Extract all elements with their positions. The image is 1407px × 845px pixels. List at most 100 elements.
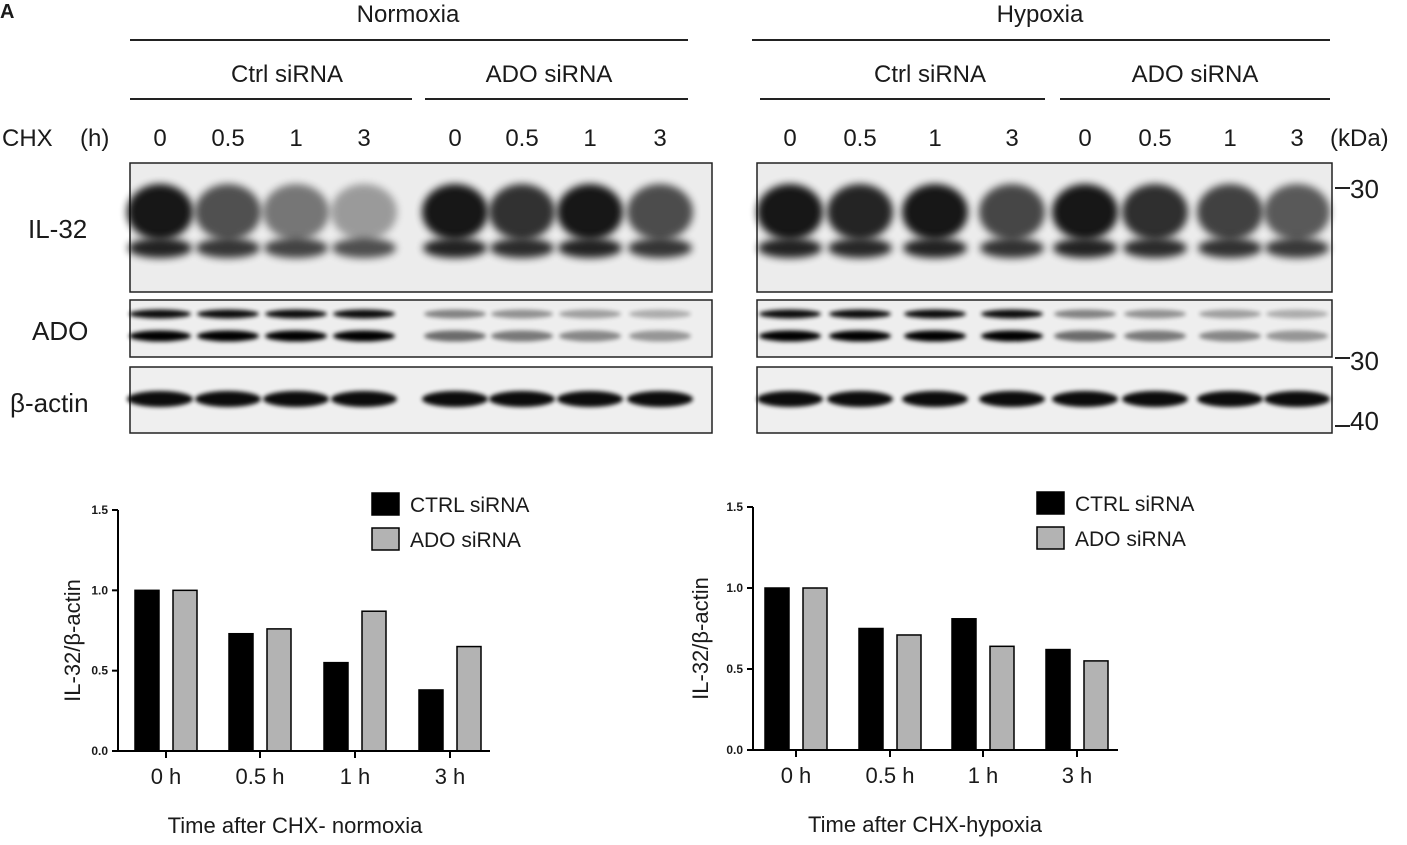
il32-band xyxy=(1122,184,1188,240)
il32-band-lower xyxy=(1198,238,1262,258)
y-axis-label: IL-32/β-actin xyxy=(688,577,713,700)
row-label-beta-actin: β-actin xyxy=(10,388,89,418)
bar-ctrl-sirna xyxy=(764,587,790,751)
ado-band-lower xyxy=(491,330,553,342)
ado-band-upper xyxy=(333,309,395,319)
il32-band-lower xyxy=(264,238,328,258)
ado-band-upper xyxy=(1124,309,1186,319)
timepoint-label: 1 xyxy=(1223,125,1236,152)
ado-band-lower xyxy=(333,330,395,342)
il32-band-lower xyxy=(828,238,892,258)
bar-ctrl-sirna xyxy=(858,627,884,751)
condition-normoxia: Normoxia xyxy=(357,1,460,28)
actin-band xyxy=(627,391,693,407)
group-ado-hypoxia: ADO siRNA xyxy=(1132,61,1259,88)
timepoint-label: 0 xyxy=(153,125,166,152)
legend-label: ADO siRNA xyxy=(1075,528,1186,551)
bar-ado-sirna xyxy=(989,645,1015,751)
y-tick-label: 1.0 xyxy=(91,583,108,597)
kda-label: (kDa) xyxy=(1330,125,1389,152)
chx-label: CHX xyxy=(2,125,53,152)
ado-band-upper xyxy=(265,309,327,319)
chx-unit: (h) xyxy=(80,125,109,152)
ado-band-lower xyxy=(829,330,891,342)
timepoint-label: 1 xyxy=(289,125,302,152)
actin-band xyxy=(827,391,893,407)
actin-band xyxy=(489,391,555,407)
ado-band-lower xyxy=(629,330,691,342)
il32-band xyxy=(263,184,329,240)
il32-band-lower xyxy=(903,238,967,258)
il32-band xyxy=(127,184,193,240)
y-tick-label: 1.0 xyxy=(726,581,743,595)
il32-band xyxy=(627,184,693,240)
normoxia-blot xyxy=(127,162,713,434)
ado-band-upper xyxy=(759,309,821,319)
timepoint-label: 3 xyxy=(1290,125,1303,152)
il32-band xyxy=(1052,184,1118,240)
hypoxia-blot xyxy=(756,162,1333,434)
y-tick-label: 0.0 xyxy=(726,743,743,757)
bar-ado-sirna xyxy=(266,628,292,752)
bar-ado-sirna xyxy=(456,645,482,752)
y-tick-label: 0.0 xyxy=(91,744,108,758)
il32-band xyxy=(827,184,893,240)
bar-ctrl-sirna xyxy=(228,632,254,752)
il32-band-lower xyxy=(758,238,822,258)
ado-band-lower xyxy=(1054,330,1116,342)
legend-swatch xyxy=(371,492,400,516)
ado-band-upper xyxy=(629,309,691,319)
marker-30-ado: 30 xyxy=(1350,346,1379,376)
il32-band-lower xyxy=(1265,238,1329,258)
timepoint-label: 3 xyxy=(653,125,666,152)
ado-band-upper xyxy=(129,309,191,319)
x-tick-label: 3 h xyxy=(435,764,466,789)
y-tick-label: 0.5 xyxy=(726,662,743,676)
timepoint-label: 0 xyxy=(448,125,461,152)
il32-band xyxy=(422,184,488,240)
condition-hypoxia: Hypoxia xyxy=(997,1,1084,28)
legend-label: CTRL siRNA xyxy=(410,494,529,517)
actin-band xyxy=(757,391,823,407)
timepoint-label: 0.5 xyxy=(505,125,538,152)
ado-band-lower xyxy=(981,330,1043,342)
ado-band-lower xyxy=(129,330,191,342)
ado-blot-panel xyxy=(129,299,713,358)
il32-band-lower xyxy=(628,238,692,258)
actin-band xyxy=(1197,391,1263,407)
il32-band-lower xyxy=(980,238,1044,258)
x-tick-label: 0 h xyxy=(781,763,812,788)
x-axis-label: Time after CHX- normoxia xyxy=(168,813,423,838)
bar-ctrl-sirna xyxy=(323,661,349,752)
bar-ctrl-sirna xyxy=(951,618,977,751)
actin-band xyxy=(902,391,968,407)
ado-band-upper xyxy=(981,309,1043,319)
ado-band-upper xyxy=(197,309,259,319)
il32-band-lower xyxy=(128,238,192,258)
il32-band-lower xyxy=(558,238,622,258)
ado-band-lower xyxy=(759,330,821,342)
hypoxia-bar-chart: 0.0 0.5 1.0 1.5 0 h 0.5 h 1 h 3 h Time after CHX… xyxy=(688,491,1194,837)
x-axis-label: Time after CHX-hypoxia xyxy=(808,812,1043,837)
ado-band-upper xyxy=(829,309,891,319)
il32-band-lower xyxy=(1123,238,1187,258)
actin-band xyxy=(422,391,488,407)
il32-band-lower xyxy=(490,238,554,258)
bar-ctrl-sirna xyxy=(418,689,444,752)
ado-band-upper xyxy=(491,309,553,319)
legend-swatch xyxy=(1036,491,1065,515)
row-label-il32: IL-32 xyxy=(28,214,87,244)
timepoint-label: 0 xyxy=(783,125,796,152)
il32-band xyxy=(331,184,397,240)
ado-band-lower xyxy=(904,330,966,342)
y-axis-label: IL-32/β-actin xyxy=(60,579,85,702)
actin-band xyxy=(1122,391,1188,407)
x-tick-label: 1 h xyxy=(340,764,371,789)
actin-band xyxy=(195,391,261,407)
y-tick-label: 1.5 xyxy=(91,503,108,517)
ado-band-upper xyxy=(904,309,966,319)
timepoint-label: 0 xyxy=(1078,125,1091,152)
ado-band-upper xyxy=(1266,309,1328,319)
bar-ado-sirna xyxy=(172,589,198,752)
